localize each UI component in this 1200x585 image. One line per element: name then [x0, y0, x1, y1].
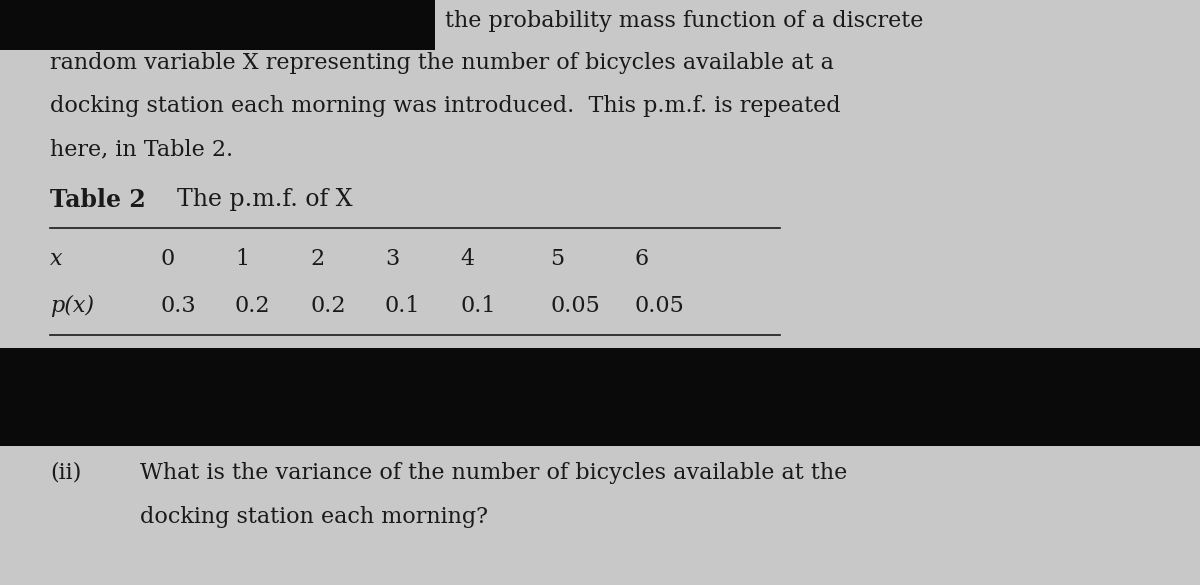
Text: 0.1: 0.1 [385, 295, 420, 317]
Text: 0.3: 0.3 [160, 295, 196, 317]
Text: the probability mass function of a discrete: the probability mass function of a discr… [445, 10, 923, 32]
Text: The p.m.f. of X: The p.m.f. of X [162, 188, 353, 211]
Text: 2: 2 [310, 248, 324, 270]
Text: Table 2: Table 2 [50, 188, 145, 212]
Text: 4: 4 [460, 248, 474, 270]
Text: random variable X representing the number of bicycles available at a: random variable X representing the numbe… [50, 52, 834, 74]
Text: 0.2: 0.2 [235, 295, 270, 317]
Text: 3: 3 [385, 248, 400, 270]
Text: 1: 1 [235, 248, 250, 270]
Text: x: x [50, 248, 62, 270]
Text: p(x): p(x) [50, 295, 94, 317]
Text: 0.05: 0.05 [635, 295, 685, 317]
Text: 0.1: 0.1 [460, 295, 496, 317]
Text: 0: 0 [160, 248, 174, 270]
Bar [0, 348, 1200, 446]
Text: 0.05: 0.05 [550, 295, 600, 317]
Text: What is the variance of the number of bicycles available at the: What is the variance of the number of bi… [140, 462, 847, 484]
Bar [0, 0, 436, 50]
Text: docking station each morning?: docking station each morning? [140, 506, 488, 528]
Bar [10, 355, 1160, 435]
Text: (ii): (ii) [50, 462, 82, 484]
Text: here, in Table 2.: here, in Table 2. [50, 138, 233, 160]
Text: docking station each morning was introduced.  This p.m.f. is repeated: docking station each morning was introdu… [50, 95, 841, 117]
Text: 0.2: 0.2 [310, 295, 346, 317]
Text: 5: 5 [550, 248, 564, 270]
Text: 6: 6 [635, 248, 649, 270]
